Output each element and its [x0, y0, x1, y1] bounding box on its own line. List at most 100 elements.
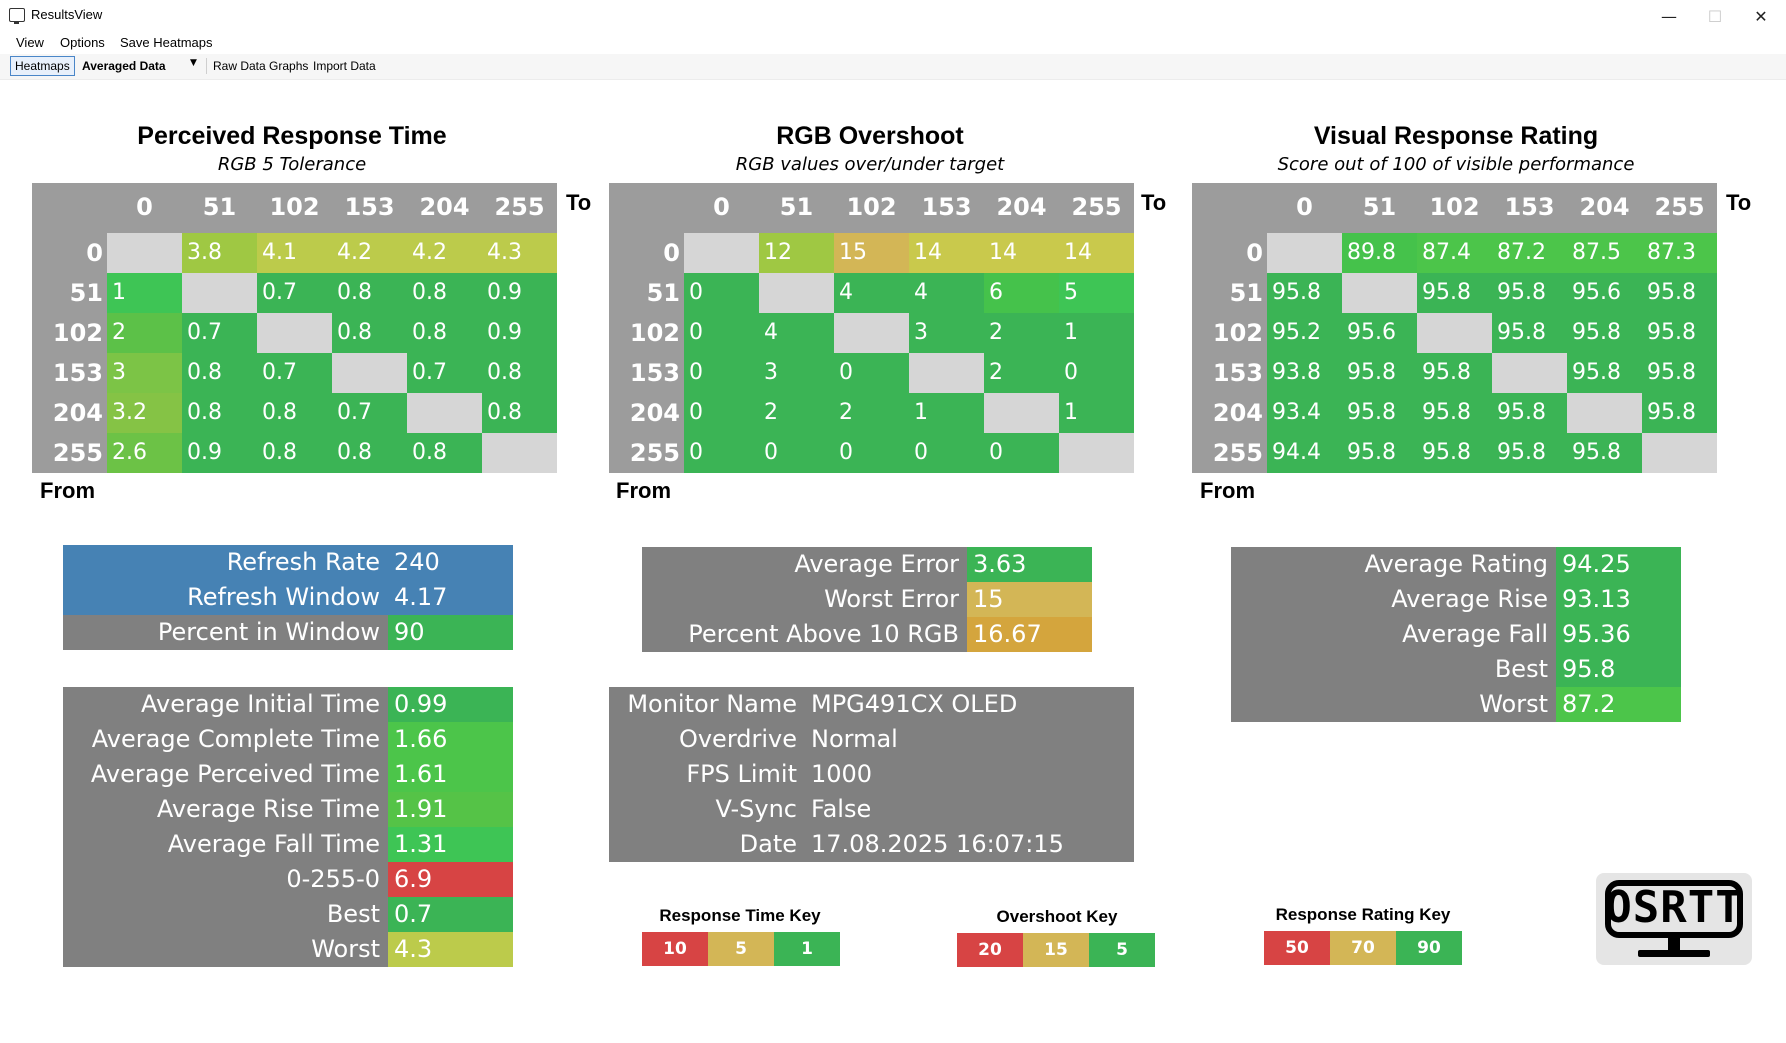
column-header: 102 [269, 193, 320, 221]
column-header: 102 [846, 193, 897, 221]
menu-options[interactable]: Options [60, 35, 105, 50]
stat-value: 3.63 [967, 547, 1092, 582]
stat-label: Average Complete Time [63, 722, 388, 757]
heatmap-rating: 0 51 102 153 204 255 0 89.8 87.4 87.2 87.5 87.3 51 95… [1192, 183, 1717, 473]
heatmap-cell [1342, 273, 1417, 313]
heatmap-cell [1492, 353, 1567, 393]
heatmap-cell: 3.8 [182, 233, 257, 273]
row-header: 51 [69, 279, 103, 307]
stat-label: Worst Error [642, 582, 967, 617]
heatmap-cell: 0.7 [332, 393, 407, 433]
heatmap-cell: 0.9 [182, 433, 257, 473]
key-swatch: 50 [1264, 931, 1330, 965]
heatmap-cell: 4 [834, 273, 909, 313]
heatmap-cell: 2 [984, 353, 1059, 393]
column-header: 255 [1071, 193, 1122, 221]
stat-value: 1.61 [388, 757, 513, 792]
minimize-button[interactable]: — [1661, 6, 1677, 26]
heatmap-cell [482, 433, 557, 473]
column-header: 51 [1362, 193, 1397, 221]
stat-value: 240 [388, 545, 513, 580]
maximize-button[interactable]: ☐ [1707, 6, 1723, 26]
view-select[interactable]: Averaged Data [82, 59, 166, 73]
chevron-down-icon[interactable]: ▼ [190, 58, 197, 68]
heatmap-cell: 0.8 [257, 433, 332, 473]
column-header: 0 [713, 193, 730, 221]
heatmap-subtitle: RGB values over/under target [735, 154, 1005, 175]
key-swatch: 90 [1396, 931, 1462, 965]
raw-data-graphs-button[interactable]: Raw Data Graphs [213, 59, 309, 73]
logo-text: OSRTT [1605, 882, 1743, 933]
heatmap-cell: 0.7 [407, 353, 482, 393]
heatmap-cell [182, 273, 257, 313]
heatmap-cell: 93.4 [1267, 393, 1342, 433]
menu-view[interactable]: View [16, 35, 44, 50]
toolbar-separator [206, 58, 207, 74]
heatmap-cell: 0.8 [332, 433, 407, 473]
heatmap-cell: 95.8 [1342, 433, 1417, 473]
stat-value: 87.2 [1556, 687, 1681, 722]
heatmap-cell: 2 [759, 393, 834, 433]
stat-value: 4.3 [388, 932, 513, 967]
key-swatch: 5 [708, 932, 774, 966]
heatmap-cell: 4.1 [257, 233, 332, 273]
heatmap-cell [107, 233, 182, 273]
menu-save-heatmaps[interactable]: Save Heatmaps [120, 35, 213, 50]
heatmap-cell: 0.7 [257, 273, 332, 313]
heatmap-cell: 3 [759, 353, 834, 393]
column-header: 0 [1296, 193, 1313, 221]
stat-label: Average Fall Time [63, 827, 388, 862]
error-table: Average Error 3.63 Worst Error 15 Percent Ab… [642, 547, 1092, 652]
stat-value: 0.99 [388, 687, 513, 722]
stat-value: 94.25 [1556, 547, 1681, 582]
heatmap-cell: 0.8 [332, 273, 407, 313]
row-header: 204 [1212, 399, 1263, 427]
monitor-base-icon [1638, 950, 1710, 957]
heatmap-cell: 0 [834, 433, 909, 473]
heatmap-cell [257, 313, 332, 353]
import-data-button[interactable]: Import Data [313, 59, 376, 73]
heatmap-cell: 95.8 [1342, 353, 1417, 393]
heatmap-cell: 0 [684, 353, 759, 393]
stat-label: Percent in Window [63, 615, 388, 650]
heatmap-cell: 14 [909, 233, 984, 273]
column-header: 51 [202, 193, 237, 221]
heatmap-cell: 0.8 [407, 313, 482, 353]
column-header: 204 [419, 193, 470, 221]
heatmap-cell: 0.7 [257, 353, 332, 393]
stat-label: V-Sync [609, 792, 805, 827]
heatmap-overshoot: 0 51 102 153 204 255 0 12 15 14 14 14 51 0 4 4 6 5 102 0 4 3 2… [609, 183, 1134, 473]
heatmap-title: Visual Response Rating [1313, 122, 1599, 150]
heatmap-cell: 95.8 [1567, 433, 1642, 473]
to-label: To [1726, 190, 1752, 215]
row-header: 0 [663, 239, 680, 267]
row-header: 204 [629, 399, 680, 427]
key-swatch: 70 [1330, 931, 1396, 965]
heatmap-cell: 0.8 [482, 393, 557, 433]
close-button[interactable]: ✕ [1754, 6, 1768, 26]
stat-value: 0.7 [388, 897, 513, 932]
timing-table: Average Initial Time 0.99 Average Complete… [63, 687, 513, 967]
rating-table: Average Rating 94.25 Average Rise 93.13 Aver… [1231, 547, 1681, 722]
tab-heatmaps[interactable]: Heatmaps [10, 56, 75, 76]
row-header: 153 [629, 359, 680, 387]
heatmap-cell: 95.8 [1342, 393, 1417, 433]
column-header: 102 [1429, 193, 1480, 221]
stat-label: Average Rise Time [63, 792, 388, 827]
stat-label: Average Rise [1231, 582, 1556, 617]
heatmap-cell: 5 [1059, 273, 1134, 313]
from-label: From [1200, 478, 1255, 503]
stat-value: 95.36 [1556, 617, 1681, 652]
heatmap-cell: 95.8 [1267, 273, 1342, 313]
stat-value: 1000 [805, 757, 1134, 792]
heatmap-cell: 0.8 [182, 353, 257, 393]
app-icon [9, 8, 25, 24]
heatmap-cell: 95.8 [1417, 433, 1492, 473]
key-swatch: 5 [1089, 933, 1155, 967]
heatmap-cell: 1 [107, 273, 182, 313]
heatmap-cell: 0.8 [182, 393, 257, 433]
row-header: 102 [52, 319, 103, 347]
heatmap-cell: 4.2 [407, 233, 482, 273]
heatmap-cell: 0 [909, 433, 984, 473]
heatmap-cell: 95.8 [1567, 353, 1642, 393]
